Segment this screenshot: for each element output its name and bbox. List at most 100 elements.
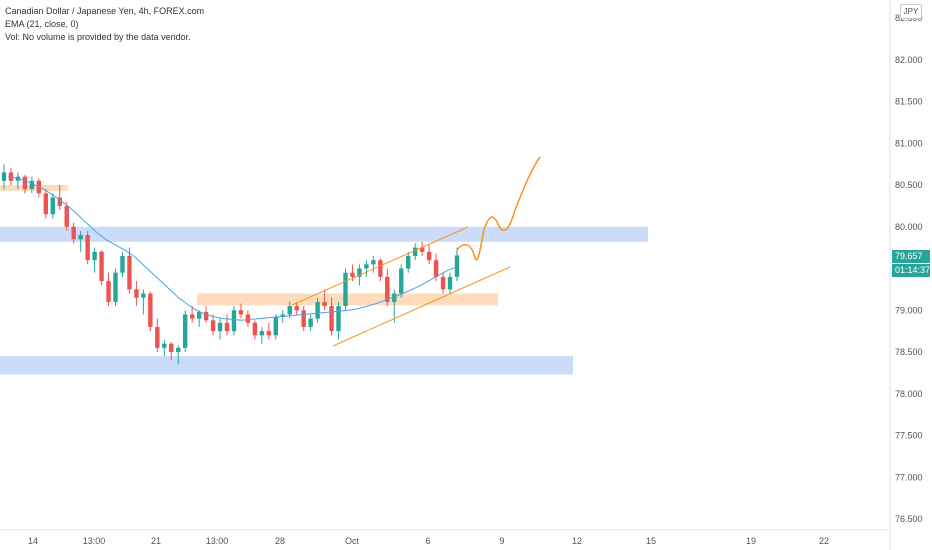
candle-body [440, 276, 446, 290]
time-tick-label: 9 [499, 536, 504, 546]
price-tick-label: 78.500 [895, 347, 923, 357]
candle-body [189, 314, 195, 319]
candle [217, 318, 223, 340]
channel-upper-line[interactable] [291, 226, 469, 306]
candle [412, 243, 418, 261]
candle-body [343, 272, 348, 307]
candle [141, 289, 146, 315]
candle [189, 306, 195, 323]
candle [371, 255, 376, 273]
candle-body [176, 347, 181, 352]
candle-body [329, 306, 334, 332]
candle-body [301, 310, 306, 327]
candle-body [224, 322, 230, 332]
candle-body [155, 326, 160, 348]
time-tick-label: 19 [746, 536, 756, 546]
candle-body [294, 306, 299, 311]
price-tick-label: 80.000 [895, 222, 923, 232]
candle [399, 264, 404, 298]
candle-body [148, 293, 153, 327]
candle-body [169, 343, 174, 352]
candle-body [238, 310, 244, 315]
candle-body [419, 247, 425, 252]
candle-body [350, 272, 355, 277]
candle-body [183, 314, 188, 348]
candle-body [106, 281, 111, 302]
candle [8, 168, 14, 185]
candle [454, 247, 460, 282]
volume-indicator-label[interactable]: Vol: No volume is provided by the data v… [5, 32, 191, 42]
bar-countdown-tag: 01:14:37 [892, 264, 930, 277]
ema-indicator-label[interactable]: EMA (21, close, 0) [5, 19, 79, 29]
projection-path[interactable] [456, 156, 541, 261]
candle [252, 320, 258, 340]
candle-body [454, 255, 460, 277]
candle-body [336, 306, 341, 332]
time-tick-label: 22 [819, 536, 829, 546]
candle [57, 185, 62, 211]
drawings-layer[interactable] [291, 156, 541, 347]
candle [43, 189, 49, 219]
candle [329, 297, 334, 336]
candle [266, 322, 272, 340]
candle-body [266, 331, 272, 336]
chart-legend: Canadian Dollar / Japanese Yen, 4h, FORE… [5, 5, 204, 44]
currency-badge[interactable]: JPY [900, 4, 922, 19]
candle-body [57, 197, 62, 206]
candle [134, 281, 139, 307]
channel-lower-line[interactable] [332, 266, 511, 347]
candle-body [385, 276, 390, 302]
candle-body [120, 255, 125, 273]
time-tick-label: 13:00 [206, 536, 229, 546]
candle [440, 272, 446, 294]
candle [343, 268, 348, 311]
candle [259, 326, 265, 344]
candle [238, 303, 244, 319]
price-tick-label: 77.500 [895, 431, 923, 441]
candle [196, 310, 202, 327]
candle [364, 260, 369, 277]
candle [127, 247, 132, 294]
time-axis[interactable]: 14 13:00 21 13:00 28 Oct 6 9 12 15 19 22 [28, 536, 829, 546]
candle-body [210, 320, 216, 332]
candle [155, 318, 160, 352]
candle-body [433, 260, 439, 277]
candle [294, 301, 299, 315]
price-tick-label: 79.000 [895, 305, 923, 315]
price-tick-label: 81.000 [895, 138, 923, 148]
candles-layer [1, 164, 460, 365]
symbol-title[interactable]: Canadian Dollar / Japanese Yen, 4h, FORE… [5, 6, 205, 16]
candle-body [99, 251, 104, 282]
candle-body [280, 314, 285, 317]
candle [169, 341, 174, 361]
price-tick-label: 76.500 [895, 514, 923, 524]
candle [106, 272, 111, 307]
candle [148, 291, 153, 332]
candle [392, 289, 397, 323]
candle [378, 258, 383, 282]
candle [29, 176, 35, 194]
candle [224, 314, 230, 336]
candle-body [92, 251, 97, 261]
price-tick-label: 81.500 [895, 97, 923, 107]
candle [85, 230, 90, 265]
price-tick-label: 82.000 [895, 55, 923, 65]
candle-body [196, 311, 202, 319]
candle-body [447, 276, 453, 290]
candle-body [315, 301, 320, 319]
candle [120, 251, 125, 277]
candle [92, 247, 97, 273]
candle [210, 314, 216, 336]
candle-body [252, 322, 258, 336]
time-tick-label: Oct [345, 536, 360, 546]
time-tick-label: 15 [646, 536, 656, 546]
candle-body [78, 235, 83, 240]
candle-body [364, 264, 369, 269]
price-tick-label: 78.000 [895, 389, 923, 399]
candle-body [85, 235, 90, 261]
candle-body [141, 293, 146, 298]
candle [99, 250, 104, 286]
candle-body [22, 176, 28, 190]
